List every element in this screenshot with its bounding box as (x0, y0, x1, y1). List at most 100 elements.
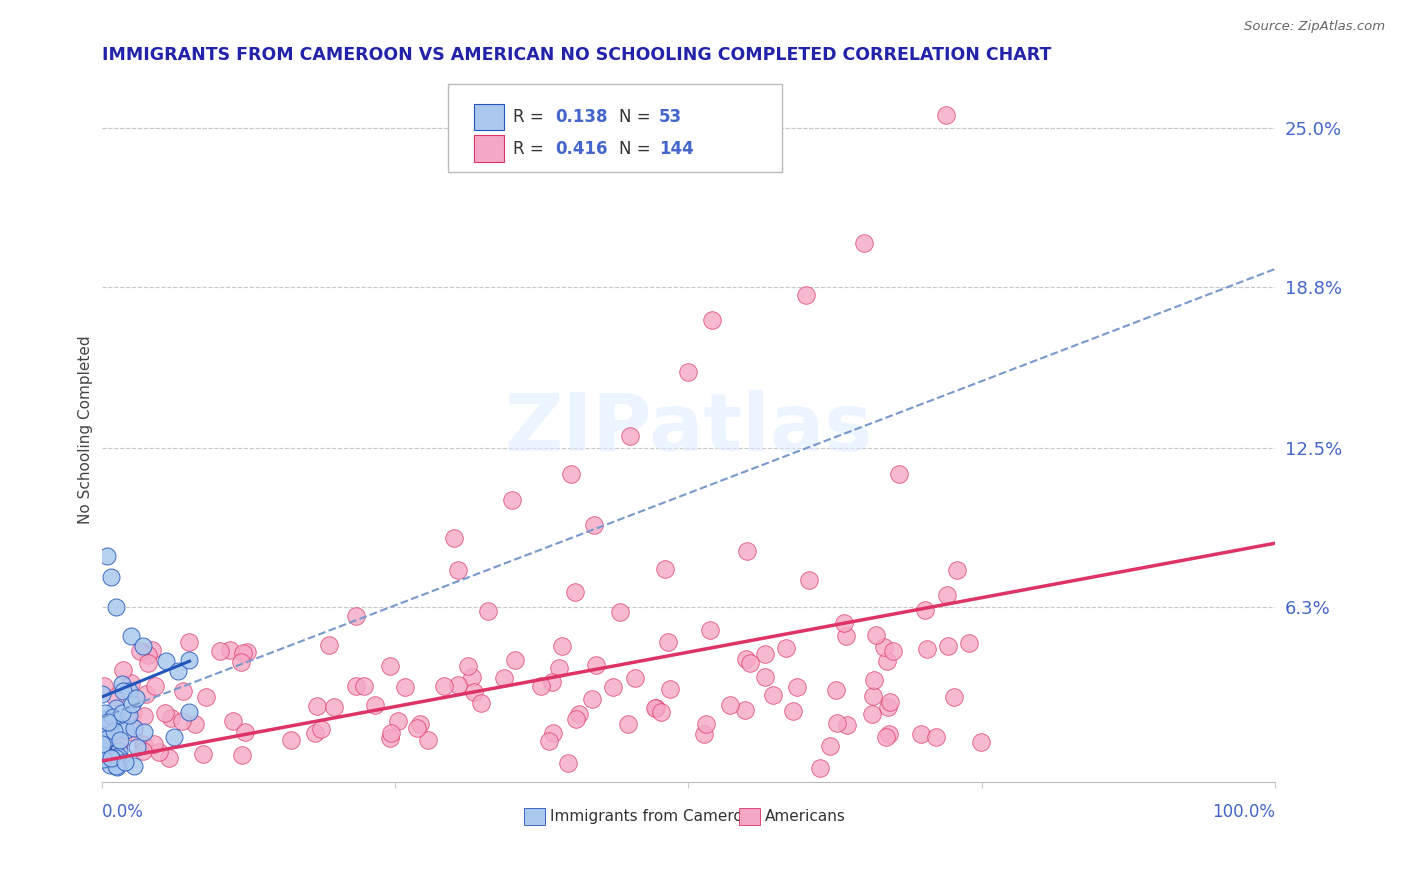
Point (378, 659, 401, 673)
Point (97, 747, 120, 761)
Point (91, 687, 114, 701)
Point (735, 652, 758, 666)
Point (650, 705, 672, 719)
Point (93, 679, 115, 693)
Point (945, 563, 967, 577)
Bar (524, 807, 546, 824)
Point (657, 634, 679, 648)
Point (115, 723, 138, 738)
Point (581, 692, 603, 706)
Point (125, 691, 148, 706)
Point (93, 747, 115, 761)
Text: 0.138: 0.138 (555, 108, 609, 126)
Point (100, 711, 122, 725)
Point (695, 717, 717, 731)
Point (818, 739, 841, 753)
Point (700, 313, 723, 327)
Point (229, 655, 252, 669)
Point (91, 752, 114, 766)
Point (408, 717, 430, 731)
Point (537, 734, 560, 748)
Point (136, 657, 159, 671)
Point (583, 518, 606, 533)
Point (132, 709, 155, 723)
Point (564, 584, 586, 599)
Point (100, 751, 122, 765)
Text: 0.0%: 0.0% (101, 803, 143, 821)
Point (309, 723, 332, 737)
Point (754, 670, 776, 684)
Point (925, 730, 948, 744)
Point (602, 680, 624, 694)
Point (111, 677, 134, 691)
Point (447, 563, 470, 577)
Point (121, 697, 143, 711)
Point (617, 716, 640, 731)
Point (121, 706, 143, 720)
Point (433, 679, 456, 693)
Text: Source: ZipAtlas.com: Source: ZipAtlas.com (1244, 20, 1385, 33)
Point (172, 684, 194, 698)
Point (832, 615, 855, 630)
Point (107, 749, 129, 764)
Point (835, 718, 858, 732)
Text: Immigrants from Cameroon: Immigrants from Cameroon (550, 809, 762, 823)
Text: Americans: Americans (765, 809, 845, 823)
Point (914, 603, 936, 617)
Text: ZIPatlas: ZIPatlas (505, 390, 872, 468)
Point (501, 492, 523, 507)
Point (135, 687, 157, 701)
Point (307, 699, 329, 714)
Point (693, 726, 716, 740)
Point (105, 701, 128, 715)
Point (865, 628, 887, 642)
Point (136, 648, 159, 662)
Point (879, 726, 901, 740)
Point (936, 639, 959, 653)
Point (91, 738, 114, 752)
Point (98, 758, 121, 772)
Point (232, 646, 254, 660)
Point (394, 680, 416, 694)
Point (96, 749, 118, 764)
Point (112, 663, 135, 677)
Text: 100.0%: 100.0% (1212, 803, 1275, 821)
Point (280, 733, 302, 747)
Point (122, 721, 145, 735)
Point (103, 710, 125, 724)
Point (98, 714, 121, 729)
Point (738, 657, 761, 671)
Text: IMMIGRANTS FROM CAMEROON VS AMERICAN NO SCHOOLING COMPLETED CORRELATION CHART: IMMIGRANTS FROM CAMEROON VS AMERICAN NO … (101, 46, 1050, 64)
Point (177, 705, 200, 719)
Point (644, 701, 666, 715)
Point (96, 549, 118, 563)
Point (131, 639, 153, 653)
Point (128, 644, 150, 658)
Point (103, 724, 125, 739)
Point (936, 588, 959, 602)
Point (90, 735, 112, 749)
Point (100, 751, 122, 765)
Point (799, 573, 821, 587)
Point (94, 725, 117, 739)
Point (105, 759, 128, 773)
Point (775, 640, 797, 655)
Text: 144: 144 (659, 140, 693, 158)
Point (104, 759, 127, 773)
Bar (738, 807, 759, 824)
Point (132, 744, 155, 758)
Point (860, 707, 883, 722)
Point (463, 685, 485, 699)
Point (470, 696, 492, 710)
Point (122, 721, 145, 735)
Point (125, 740, 148, 755)
Point (568, 707, 591, 722)
Point (153, 706, 176, 721)
Point (100, 723, 122, 737)
Point (160, 711, 183, 725)
Point (209, 643, 232, 657)
Point (184, 716, 207, 731)
Point (134, 725, 156, 739)
Point (477, 604, 499, 618)
Point (378, 731, 401, 745)
